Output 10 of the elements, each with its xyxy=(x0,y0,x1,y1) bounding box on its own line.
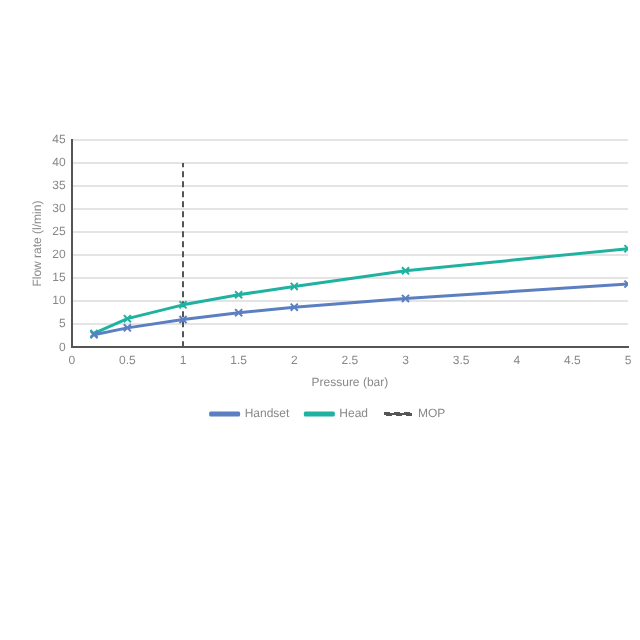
point xyxy=(122,323,132,333)
point xyxy=(400,293,411,303)
point xyxy=(178,315,188,325)
point xyxy=(234,308,244,318)
point xyxy=(234,290,244,300)
point xyxy=(122,314,132,324)
point xyxy=(289,281,299,291)
point xyxy=(400,266,411,276)
point xyxy=(178,300,188,310)
point xyxy=(289,302,299,312)
